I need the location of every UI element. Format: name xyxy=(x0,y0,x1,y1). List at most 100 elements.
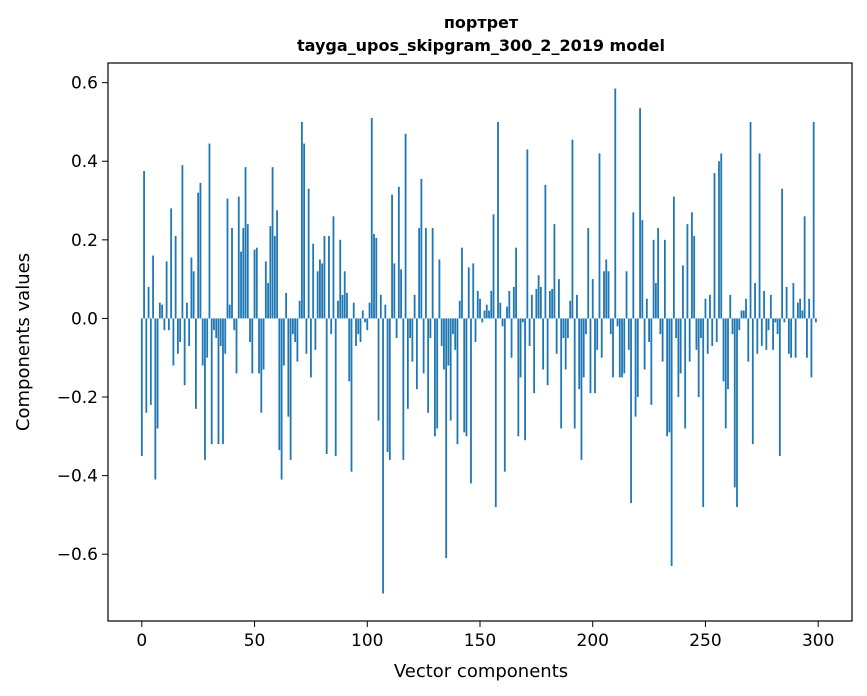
bar xyxy=(384,304,387,319)
bar xyxy=(330,318,333,335)
bar xyxy=(600,318,603,358)
bar xyxy=(774,318,777,323)
bar xyxy=(772,318,774,350)
bar xyxy=(555,318,558,354)
bar xyxy=(226,198,229,319)
bar xyxy=(411,318,414,362)
bar xyxy=(438,259,441,319)
bar xyxy=(693,235,696,319)
bar xyxy=(711,318,714,346)
bar xyxy=(215,318,218,339)
bar xyxy=(490,290,493,319)
bar xyxy=(524,318,526,441)
bar xyxy=(409,318,412,339)
bar xyxy=(627,318,630,350)
bar xyxy=(210,318,213,445)
bar xyxy=(314,318,317,350)
bar xyxy=(616,318,619,327)
bar xyxy=(310,318,312,378)
bar xyxy=(571,139,574,319)
bar xyxy=(456,318,459,445)
bar xyxy=(749,121,752,319)
bar xyxy=(715,318,718,342)
bar xyxy=(158,302,161,319)
bar xyxy=(603,271,605,319)
bar xyxy=(675,318,678,339)
plot-frame xyxy=(107,62,853,622)
bar xyxy=(756,318,759,354)
bar xyxy=(237,196,240,319)
bar xyxy=(585,318,587,335)
bar xyxy=(621,318,623,378)
bar xyxy=(269,226,272,319)
bar xyxy=(447,318,450,366)
bar xyxy=(208,143,211,319)
bar xyxy=(731,318,734,335)
bar xyxy=(672,196,675,319)
y-tick-label: −0.2 xyxy=(57,388,98,408)
bar xyxy=(569,300,572,319)
chart-subtitle: tayga_upos_skipgram_300_2_2019 model xyxy=(297,36,665,55)
bar xyxy=(300,121,303,319)
bar xyxy=(303,143,306,319)
bar xyxy=(510,318,513,358)
bar xyxy=(479,298,481,319)
bar xyxy=(519,318,522,378)
bar xyxy=(352,302,355,319)
bar xyxy=(594,318,596,394)
bar xyxy=(727,318,729,390)
bar xyxy=(783,318,786,323)
bar xyxy=(551,288,554,319)
bar xyxy=(343,271,346,319)
bar xyxy=(429,318,432,339)
bar xyxy=(434,318,436,437)
bar xyxy=(625,271,628,319)
bar xyxy=(393,263,396,319)
bar xyxy=(796,302,799,319)
bar xyxy=(431,228,434,319)
bar xyxy=(623,318,626,374)
bar xyxy=(323,235,326,319)
bar xyxy=(172,318,175,366)
bar xyxy=(377,318,380,421)
bar xyxy=(294,318,297,342)
bar xyxy=(618,318,621,378)
bar xyxy=(183,318,186,386)
bar xyxy=(474,318,477,342)
bar xyxy=(492,214,495,319)
bar xyxy=(582,318,585,378)
x-axis: 0 50 100 150 200 250 300 xyxy=(136,621,834,651)
bar xyxy=(546,318,549,386)
bar xyxy=(596,318,599,350)
bar xyxy=(370,118,373,319)
bar xyxy=(319,259,321,319)
bar xyxy=(503,318,506,472)
bar xyxy=(679,318,682,374)
bar xyxy=(769,294,772,319)
bar xyxy=(334,318,337,456)
bar xyxy=(355,318,357,346)
bar xyxy=(186,302,188,319)
bar xyxy=(287,318,290,417)
bar xyxy=(668,318,671,433)
y-tick-label: 0.2 xyxy=(71,231,98,251)
bar xyxy=(201,318,204,366)
bar xyxy=(346,292,348,319)
bar xyxy=(494,318,497,508)
bar xyxy=(321,263,324,319)
bar xyxy=(657,228,660,319)
bar xyxy=(682,265,684,319)
bar xyxy=(375,237,378,319)
bar xyxy=(316,271,319,319)
bar xyxy=(368,302,371,319)
bar xyxy=(296,318,299,362)
bar xyxy=(188,318,191,346)
bar xyxy=(179,318,182,342)
bar xyxy=(666,318,669,437)
bar xyxy=(165,261,168,319)
bar xyxy=(695,318,698,350)
bar xyxy=(542,318,545,370)
bar xyxy=(533,318,536,394)
bar xyxy=(481,318,484,323)
bar xyxy=(339,239,342,319)
